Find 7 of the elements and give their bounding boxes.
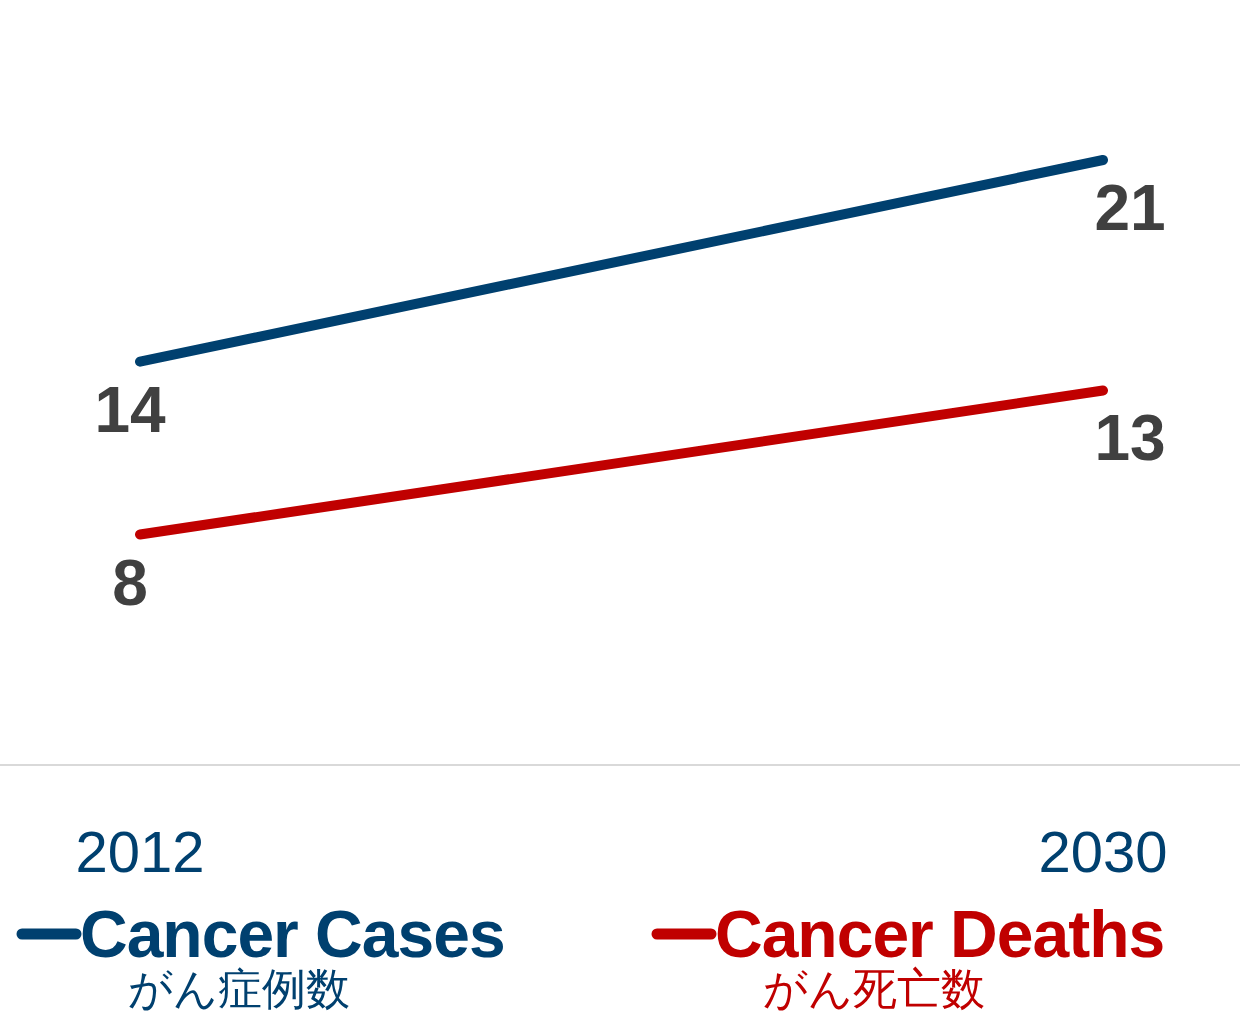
x-tick-label: 2012	[75, 819, 205, 884]
data-label: 21	[1094, 172, 1166, 244]
data-label: 13	[1094, 402, 1166, 475]
x-tick-label: 2030	[1038, 819, 1168, 884]
data-label: 14	[94, 373, 166, 446]
text: がん症例数	[128, 964, 350, 1013]
data-label: 8	[112, 546, 148, 619]
